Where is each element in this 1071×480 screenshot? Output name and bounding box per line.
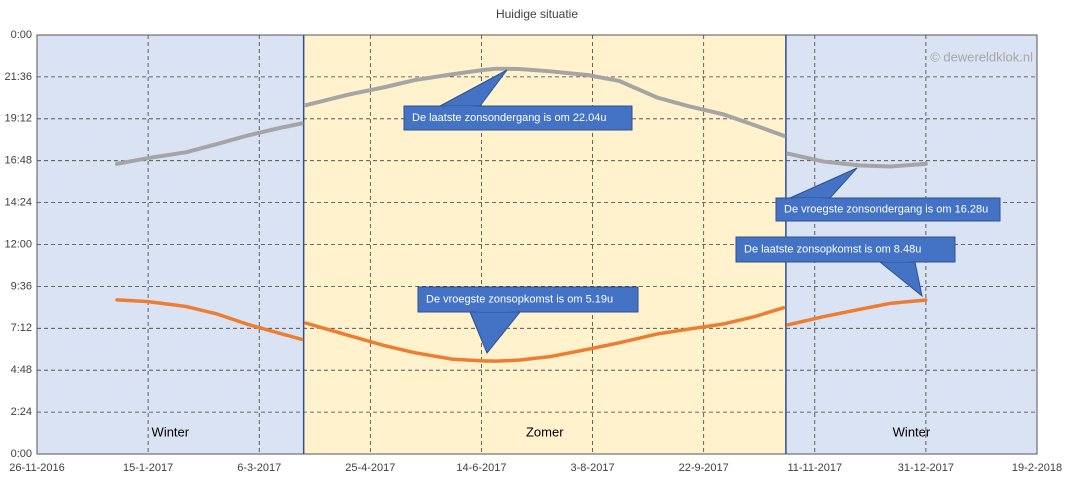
x-tick-label: 26-11-2016 <box>9 462 64 474</box>
series-line <box>786 151 928 169</box>
x-tick-label: 22-9-2017 <box>679 462 729 474</box>
y-tick-label: 19:12 <box>4 113 32 125</box>
x-tick-label: 15-1-2017 <box>123 462 173 474</box>
x-tick-label: 14-6-2017 <box>456 462 506 474</box>
y-tick-label: 2:24 <box>11 406 32 418</box>
callout-text: De vroegste zonsopkomst is om 5.19u <box>426 293 613 305</box>
callout-join <box>881 261 914 262</box>
y-tick-label: 0:00 <box>11 448 32 460</box>
series-line <box>304 305 786 363</box>
callout-join <box>471 311 519 312</box>
callout-box <box>417 286 639 313</box>
callout-text: De laatste zonsopkomst is om 8.48u <box>744 243 921 255</box>
season-label: Winter <box>152 424 190 439</box>
y-tick-label: 7:12 <box>11 322 32 334</box>
x-tick-label: 11-11-2017 <box>787 462 842 474</box>
plot-frame <box>36 34 1038 455</box>
x-tick-label: 6-3-2017 <box>237 462 281 474</box>
y-tick-label: 16:48 <box>4 155 32 167</box>
series-line <box>786 298 928 327</box>
x-tick-label: 31-12-2017 <box>898 462 954 474</box>
chart-title: Huidige situatie <box>496 7 578 21</box>
series-line <box>115 298 304 342</box>
y-tick-label: 9:36 <box>11 280 32 292</box>
series-line <box>115 121 304 166</box>
callout-join <box>791 198 829 199</box>
callout-box <box>735 236 956 263</box>
season-label: Winter <box>893 424 931 439</box>
y-tick-label: 4:48 <box>11 364 32 376</box>
x-tick-label: 25-4-2017 <box>345 462 395 474</box>
callout-box <box>403 105 633 131</box>
watermark: © dewereldklok.nl <box>930 49 1033 64</box>
x-tick-label: 19-2-2018 <box>1012 462 1062 474</box>
callout-text: De laatste zonsondergang is om 22.04u <box>412 112 606 124</box>
series-line <box>303 66 786 138</box>
y-tick-label: 14:24 <box>4 197 32 209</box>
callout-text: De vroegste zonsondergang is om 16.28u <box>784 203 988 215</box>
y-tick-label: 12:00 <box>4 238 32 250</box>
season-label: Zomer <box>526 424 564 439</box>
x-tick-label: 3-8-2017 <box>571 462 615 474</box>
callout-box <box>775 197 1001 222</box>
y-tick-label: 0:00 <box>11 29 32 41</box>
y-tick-label: 21:36 <box>4 71 32 83</box>
callout-join <box>441 106 479 107</box>
